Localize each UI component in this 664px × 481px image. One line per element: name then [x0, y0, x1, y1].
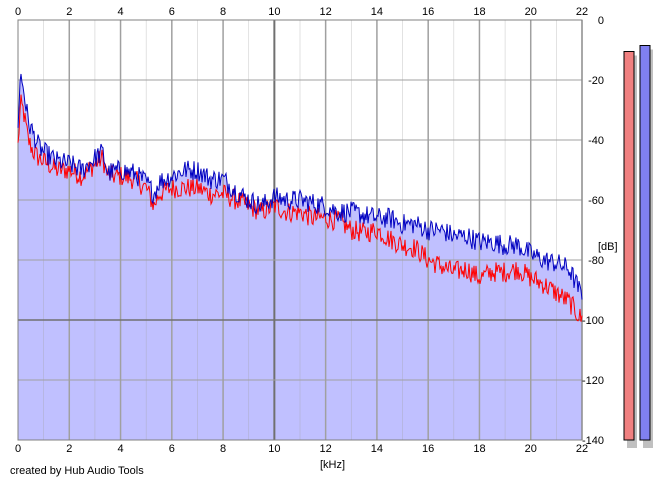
y-tick-label: -60: [588, 195, 604, 207]
x-tick-label-top: 10: [268, 6, 280, 18]
x-tick-label-top: 16: [422, 6, 434, 18]
x-tick-label-top: 8: [220, 6, 226, 18]
plot-frame: [17, 19, 583, 441]
x-tick-label-top: 0: [15, 6, 21, 18]
x-tick-label-bottom: 20: [525, 443, 537, 455]
x-tick-label-bottom: 16: [422, 443, 434, 455]
series-line-left: [17, 94, 583, 322]
x-tick-label-top: 14: [371, 6, 383, 18]
x-tick-label-top: 20: [525, 6, 537, 18]
x-tick-label-top: 18: [473, 6, 485, 18]
x-tick-label-bottom: 2: [66, 443, 72, 455]
x-tick-label-top: 22: [576, 6, 588, 18]
y-tick-label: -80: [588, 255, 604, 267]
x-tick-label-bottom: 18: [473, 443, 485, 455]
x-tick-label-bottom: 10: [268, 443, 280, 455]
x-tick-label-bottom: 8: [220, 443, 226, 455]
level-meter-left: [623, 51, 635, 441]
y-tick-labels: 0 -20 -40 -60 -80 -100 -120 -140: [582, 15, 604, 447]
level-meter-right: [639, 45, 651, 441]
y-tick-label: -20: [588, 75, 604, 87]
x-tick-label-top: 6: [169, 6, 175, 18]
y-tick-label: -100: [582, 315, 604, 327]
series-line-right: [17, 73, 583, 300]
y-tick-label: -140: [582, 435, 604, 447]
x-tick-label-top: 2: [66, 6, 72, 18]
x-tick-label-bottom: 12: [320, 443, 332, 455]
x-tick-label-bottom: 4: [117, 443, 123, 455]
y-axis-unit: [dB]: [598, 241, 618, 253]
x-tick-label-bottom: 6: [169, 443, 175, 455]
x-tick-label-top: 4: [117, 6, 123, 18]
credit-text: created by Hub Audio Tools: [10, 465, 144, 477]
y-tick-label: -120: [582, 375, 604, 387]
x-tick-label-bottom: 14: [371, 443, 383, 455]
grid-layer: [17, 19, 583, 441]
x-tick-label-top: 12: [320, 6, 332, 18]
x-axis-unit: [kHz]: [320, 459, 345, 471]
y-tick-label: 0: [598, 15, 604, 27]
y-tick-label: -40: [588, 135, 604, 147]
x-tick-label-bottom: 22: [576, 443, 588, 455]
level-meters: [623, 45, 653, 448]
series-layer: [17, 73, 583, 322]
x-tick-label-bottom: 0: [15, 443, 21, 455]
